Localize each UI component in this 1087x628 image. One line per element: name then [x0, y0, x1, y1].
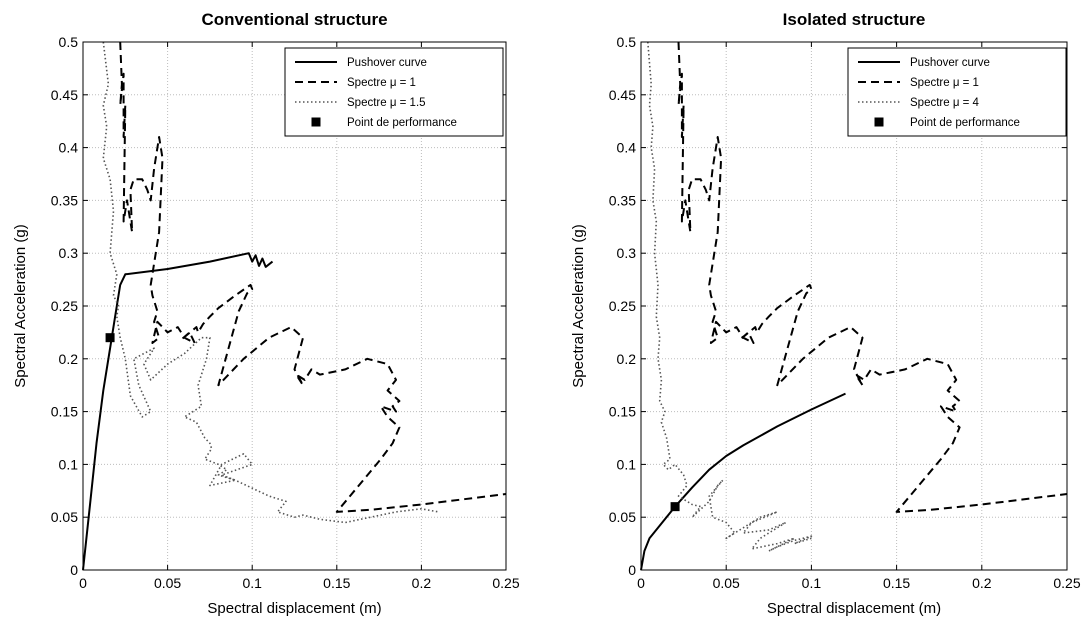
x-tick-label: 0.25 [1053, 575, 1080, 591]
y-tick-label: 0.4 [617, 140, 637, 156]
x-tick-label: 0 [79, 575, 87, 591]
y-tick-label: 0.25 [51, 298, 78, 314]
legend-marker-performance-point [311, 117, 321, 127]
y-tick-label: 0.4 [59, 140, 79, 156]
chart-title: Conventional structure [201, 10, 387, 29]
x-tick-label: 0.05 [154, 575, 181, 591]
chart-title: Isolated structure [783, 10, 926, 29]
y-tick-label: 0.35 [51, 192, 78, 208]
legend: Pushover curve Spectre μ = 1 Spectre μ = 1… [284, 47, 504, 137]
y-tick-label: 0.2 [617, 351, 637, 367]
x-axis-label: Spectral displacement (m) [767, 600, 941, 617]
legend-label: Point de performance [910, 117, 1020, 129]
legend-label: Spectre μ = 1 [347, 77, 416, 89]
x-tick-label: 0.05 [713, 575, 740, 591]
legend-label: Spectre μ = 1.5 [347, 97, 426, 109]
y-tick-label: 0 [628, 562, 636, 578]
x-tick-label: 0.15 [323, 575, 350, 591]
y-tick-label: 0.45 [609, 87, 636, 103]
legend-label: Pushover curve [910, 57, 990, 69]
x-axis-label: Spectral displacement (m) [207, 600, 381, 617]
isolated-structure-chart: 0 0.05 0.1 0.15 0.2 0.25 0 0.05 0.1 0.15 0.2 0.25 0.… [570, 10, 1081, 617]
x-tick-label: 0.1 [242, 575, 262, 591]
pushover-curve-line [82, 252, 274, 571]
legend-label: Spectre μ = 4 [910, 97, 980, 109]
x-tick-label: 0.25 [492, 575, 519, 591]
x-tick-label: 0.2 [972, 575, 992, 591]
y-tick-label: 0.15 [609, 404, 636, 420]
y-tick-label: 0.25 [609, 298, 636, 314]
performance-point-marker [670, 502, 680, 512]
x-tick-label: 0.1 [802, 575, 822, 591]
performance-point-marker [105, 333, 115, 343]
legend: Pushover curve Spectre μ = 1 Spectre μ = 4… [847, 47, 1067, 137]
x-tick-label: 0.15 [883, 575, 910, 591]
y-tick-label: 0.35 [609, 192, 636, 208]
y-tick-label: 0.15 [51, 404, 78, 420]
pushover-curve-line [640, 392, 846, 571]
x-tick-label: 0.2 [412, 575, 432, 591]
y-tick-label: 0.3 [59, 245, 79, 261]
legend-label: Point de performance [347, 117, 457, 129]
y-axis-label: Spectral Acceleration (g) [570, 224, 587, 387]
x-tick-label: 0 [637, 575, 645, 591]
y-tick-label: 0 [70, 562, 78, 578]
y-tick-label: 0.1 [59, 456, 79, 472]
legend-label: Pushover curve [347, 57, 427, 69]
y-tick-label: 0.1 [617, 456, 637, 472]
y-axis-label: Spectral Acceleration (g) [12, 224, 29, 387]
conventional-structure-chart: 0 0.05 0.1 0.15 0.2 0.25 0 0.05 0.1 0.15 0.2 0.25 0.… [12, 10, 520, 617]
y-tick-label: 0.3 [617, 245, 637, 261]
y-tick-label: 0.05 [609, 509, 636, 525]
legend-marker-performance-point [874, 117, 884, 127]
legend-label: Spectre μ = 1 [910, 77, 979, 89]
y-tick-label: 0.05 [51, 509, 78, 525]
y-tick-label: 0.5 [617, 34, 637, 50]
y-tick-label: 0.2 [59, 351, 79, 367]
y-tick-label: 0.45 [51, 87, 78, 103]
y-tick-label: 0.5 [59, 34, 79, 50]
